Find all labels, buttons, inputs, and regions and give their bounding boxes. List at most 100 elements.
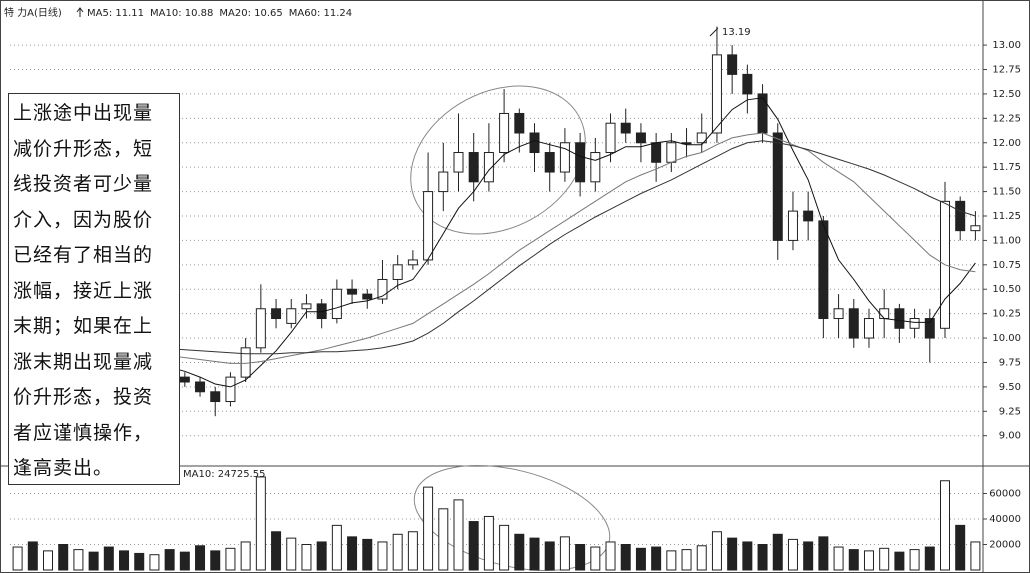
- y-tick-label: 40000: [989, 514, 1021, 525]
- y-tick-label: 12.00: [992, 138, 1021, 149]
- candle-body: [240, 347, 251, 378]
- volume-bar: [271, 531, 282, 571]
- volume-bar: [347, 536, 358, 571]
- volume-bar: [438, 508, 449, 571]
- volume-bar: [848, 549, 859, 571]
- candle-body: [286, 308, 297, 324]
- y-tick-label: 9.00: [999, 431, 1021, 442]
- volume-bar: [863, 550, 874, 571]
- annotation-box: 上涨途中出现量 减价升形态，短 线投资者可少量 介入，因为股价 已经有了相当的 涨幅，接近…: [8, 93, 180, 485]
- candle-body: [848, 308, 859, 339]
- candle-body: [179, 376, 190, 383]
- candle-body: [499, 112, 510, 154]
- volume-bar: [620, 544, 631, 571]
- y-tick-label: 13.00: [992, 40, 1021, 51]
- y-tick-label: 9.75: [999, 357, 1021, 368]
- volume-bar: [590, 546, 601, 571]
- candle-body: [362, 293, 373, 300]
- y-tick-label: 11.50: [992, 187, 1021, 198]
- candle-body: [651, 142, 662, 163]
- candle-body: [347, 288, 358, 295]
- candle-body: [696, 132, 707, 144]
- volume-bar: [787, 538, 798, 571]
- candle-body: [195, 381, 206, 393]
- volume-bar: [879, 547, 890, 571]
- candle-body: [787, 210, 798, 241]
- volume-bar: [301, 544, 312, 571]
- volume-bar: [331, 524, 342, 571]
- volume-bar: [316, 541, 327, 571]
- candle-body: [879, 308, 890, 320]
- volume-bar: [286, 537, 297, 571]
- indicator: MA60: 11.24: [289, 8, 352, 19]
- y-tick-label: 10.75: [992, 260, 1021, 271]
- volume-bar: [195, 545, 206, 571]
- note-line: 者应谨慎操作，: [13, 421, 154, 444]
- volume-bar: [73, 549, 84, 571]
- volume-bar: [939, 480, 950, 571]
- volume-bar: [544, 541, 555, 571]
- candle-body: [666, 142, 677, 163]
- candle-body: [727, 54, 738, 75]
- candle-body: [803, 210, 814, 222]
- candle-body: [818, 220, 829, 320]
- volume-bar: [894, 551, 905, 571]
- candle-body: [468, 152, 479, 183]
- volume-bar: [407, 531, 418, 571]
- volume-bar: [43, 550, 54, 571]
- candle-body: [392, 264, 403, 280]
- note-line: 末期；如果在上: [13, 315, 154, 337]
- highlight-ellipse: [410, 85, 586, 235]
- volume-bar: [134, 552, 145, 571]
- candle-body: [453, 152, 464, 173]
- volume-bar: [924, 546, 935, 571]
- y-tick-label: 11.25: [992, 211, 1021, 222]
- y-tick-label: 10.00: [992, 333, 1021, 344]
- volume-bar: [575, 544, 586, 571]
- candle-body: [529, 132, 540, 154]
- volume-bar: [711, 531, 722, 571]
- volume-bar: [103, 546, 114, 571]
- indicator: MA10: 10.88: [150, 8, 213, 19]
- volume-bar: [362, 538, 373, 571]
- candle-body: [225, 376, 236, 403]
- volume-bar: [225, 547, 236, 571]
- candle-body: [772, 132, 783, 241]
- volume-bar: [727, 537, 738, 571]
- volume-bar: [514, 533, 525, 571]
- note-line: 价升形态，投资: [13, 386, 154, 408]
- volume-bar: [666, 550, 677, 571]
- volume-bar: [818, 536, 829, 571]
- candle-body: [955, 200, 966, 232]
- note-line: 介入，因为股价: [13, 208, 154, 231]
- candle-body: [863, 318, 874, 339]
- candle-body: [407, 259, 418, 266]
- volume-bar: [119, 550, 130, 571]
- volume-bar: [12, 546, 23, 571]
- candle-body: [377, 278, 388, 300]
- volume-bar: [499, 524, 510, 571]
- volume-bar: [240, 541, 251, 571]
- indicator: MA20: 10.65: [219, 8, 282, 19]
- volume-bar: [772, 533, 783, 571]
- y-tick-label: 10.50: [992, 284, 1021, 295]
- volume-bar: [164, 549, 175, 571]
- candle-body: [894, 308, 905, 329]
- candle-body: [575, 142, 586, 183]
- candle-body: [742, 73, 753, 95]
- volume-bar: [377, 541, 388, 571]
- candle-body: [438, 171, 449, 193]
- volume-bar: [757, 544, 768, 571]
- candle-body: [970, 225, 981, 232]
- candle-body: [711, 54, 722, 134]
- volume-bar: [210, 550, 221, 571]
- y-tick-label: 12.75: [992, 65, 1021, 76]
- y-tick-label: 10.25: [992, 309, 1021, 320]
- volume-bar: [651, 546, 662, 571]
- volume-bar: [149, 554, 160, 571]
- peak-label: 13.19: [722, 27, 751, 38]
- candle-body: [423, 191, 434, 261]
- indicator-legend: MA5: 11.11 MA10: 10.88 MA20: 10.65 MA60: 11…: [87, 8, 352, 19]
- note-line: 已经有了相当的: [13, 244, 154, 266]
